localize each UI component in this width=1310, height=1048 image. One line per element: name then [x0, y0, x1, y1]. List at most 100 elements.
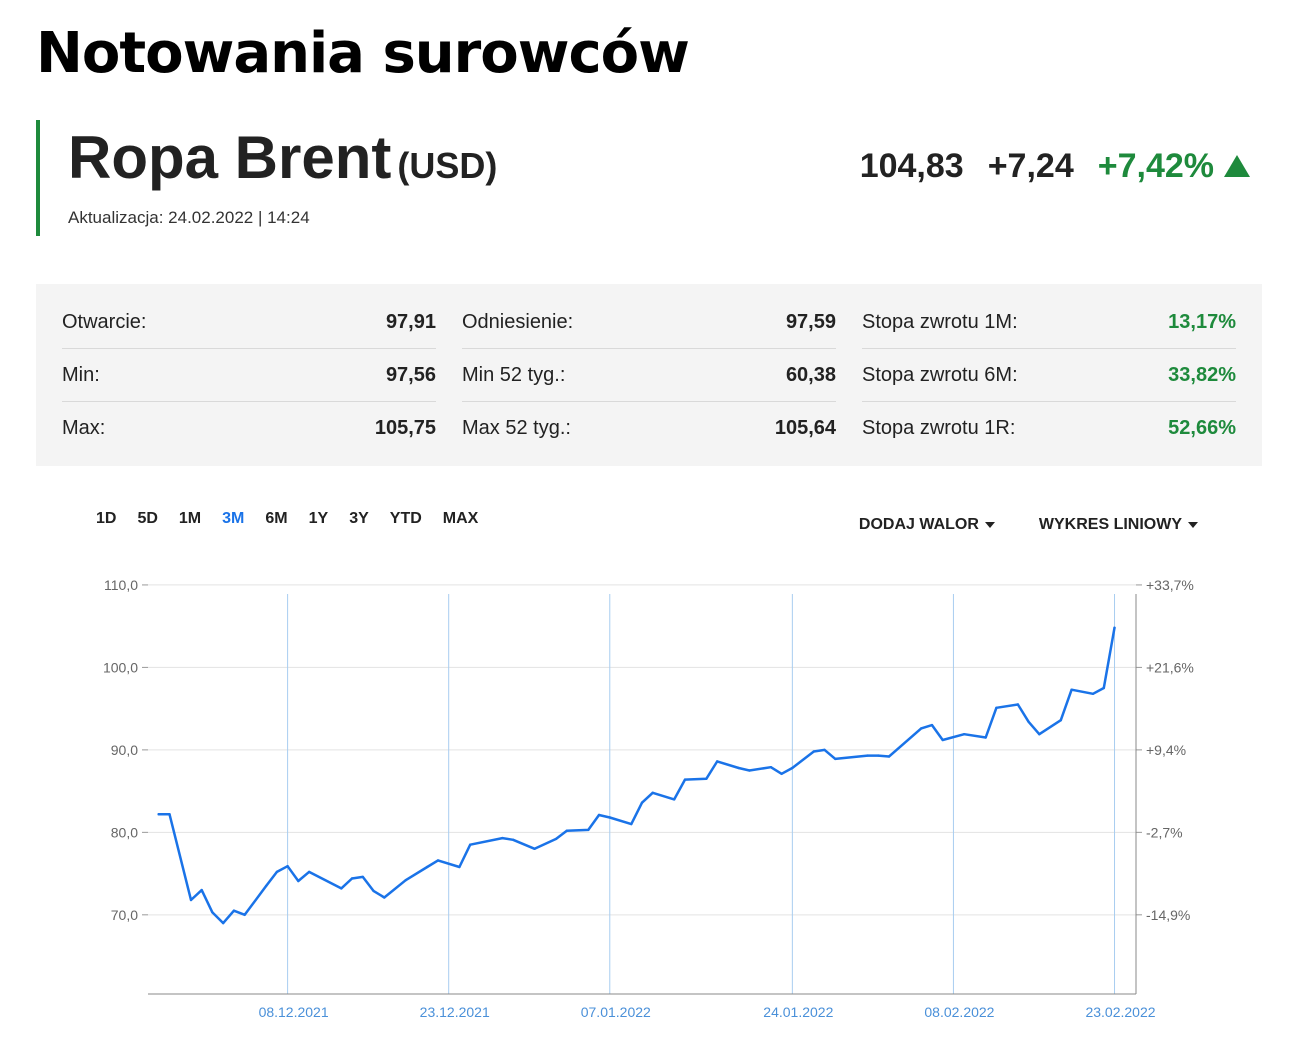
data-point	[887, 755, 891, 758]
y-tick-label: 110,0	[104, 577, 138, 593]
data-point	[673, 798, 676, 801]
range-tab-ytd[interactable]: YTD	[389, 510, 422, 527]
price-change-percent: +7,42%	[1098, 144, 1250, 188]
data-point	[930, 723, 934, 727]
y2-tick-label: +21,6%	[1146, 659, 1194, 675]
chart-type-dropdown[interactable]: WYKRES LINIOWY	[1039, 516, 1198, 534]
x-tick-label: 07.01.2022	[581, 1004, 651, 1020]
data-point	[866, 754, 869, 757]
caret-down-icon	[1188, 522, 1198, 528]
data-point	[780, 772, 783, 775]
stats-panel: Otwarcie: 97,91 Min: 97,56 Max: 105,75 O…	[36, 284, 1262, 466]
data-point	[716, 760, 719, 763]
data-point	[651, 791, 654, 794]
data-point	[189, 898, 193, 902]
range-tab-1d[interactable]: 1D	[96, 510, 117, 527]
chart-type-label: WYKRES LINIOWY	[1038, 516, 1182, 533]
y2-tick-label: +33,7%	[1146, 577, 1194, 593]
data-point	[995, 706, 998, 709]
data-point	[232, 909, 236, 912]
stats-label: Max 52 tyg.:	[462, 416, 571, 439]
range-tab-1m[interactable]: 1M	[178, 510, 202, 527]
data-point	[834, 757, 837, 761]
add-instrument-label: DODAJ WALOR	[858, 516, 979, 533]
data-point	[458, 865, 461, 869]
stats-label: Stopa zwrotu 1M:	[862, 310, 1018, 333]
stats-row: Otwarcie: 97,91	[62, 296, 436, 349]
price-change-percent-value: +7,42%	[1097, 147, 1214, 185]
range-tab-1y[interactable]: 1Y	[308, 510, 329, 527]
stats-label: Otwarcie:	[62, 310, 147, 333]
quote-header: Ropa Brent (USD) Aktualizacja: 24.02.2022…	[36, 120, 1270, 236]
range-tab-5d[interactable]: 5D	[137, 510, 158, 527]
data-point	[243, 913, 246, 916]
stats-label: Max:	[62, 416, 106, 439]
data-point	[920, 727, 923, 730]
stats-column-1: Otwarcie: 97,91 Min: 97,56 Max: 105,75	[62, 296, 436, 454]
data-point	[1016, 703, 1020, 706]
range-tab-6m[interactable]: 6M	[265, 510, 288, 527]
range-tab-max[interactable]: MAX	[442, 510, 479, 527]
data-point	[554, 837, 558, 841]
data-point	[404, 879, 407, 882]
data-point	[565, 829, 568, 832]
price-block: 104,83 +7,24 +7,42%	[860, 144, 1250, 188]
data-point	[984, 736, 987, 739]
data-point	[340, 887, 343, 890]
range-tabs: 1D 5D 1M 3M 6M 1Y 3Y YTD MAX	[96, 510, 499, 528]
stats-label: Stopa zwrotu 1R:	[862, 416, 1016, 439]
data-point	[748, 769, 751, 772]
data-point	[1059, 719, 1063, 722]
range-tab-3m[interactable]: 3M	[222, 510, 245, 527]
stats-row: Min: 97,56	[62, 349, 436, 402]
data-point	[157, 813, 160, 816]
stats-row: Max: 105,75	[62, 402, 436, 454]
price-last: 104,83	[859, 147, 964, 185]
data-point	[630, 822, 633, 826]
instrument-name: Ropa Brent (USD)	[68, 122, 497, 202]
update-timestamp: Aktualizacja: 24.02.2022 | 14:24	[68, 208, 310, 227]
arrow-up-icon	[1224, 155, 1250, 177]
data-point	[286, 865, 289, 868]
x-tick-label: 23.12.2021	[420, 1004, 490, 1020]
chart-controls: DODAJ WALOR WYKRES LINIOWY	[859, 516, 1198, 534]
y2-tick-label: -14,9%	[1146, 907, 1190, 923]
stats-row: Stopa zwrotu 6M: 33,82%	[862, 349, 1236, 402]
data-point	[1038, 733, 1041, 736]
stats-value: 52,66%	[1168, 416, 1236, 439]
data-point	[1113, 626, 1116, 629]
data-point	[200, 888, 203, 892]
data-point	[264, 884, 268, 888]
data-point	[705, 777, 708, 780]
stats-label: Odniesienie:	[462, 310, 574, 333]
x-tick-label: 08.12.2021	[259, 1004, 329, 1020]
stats-row: Max 52 tyg.: 105,64	[462, 402, 836, 454]
y-tick-label: 80,0	[111, 824, 138, 840]
page-title: Notowania surowców	[36, 21, 690, 86]
data-point	[383, 896, 386, 899]
data-point	[307, 870, 311, 874]
data-point	[297, 879, 300, 883]
stats-value: 97,91	[385, 310, 436, 333]
stats-value: 33,82%	[1168, 363, 1236, 386]
instrument-name-text: Ropa Brent	[68, 124, 392, 191]
price-series-line	[157, 626, 1116, 925]
data-point	[1027, 720, 1030, 723]
stats-row: Odniesienie: 97,59	[462, 296, 836, 349]
stats-value: 60,38	[785, 363, 836, 386]
stats-value: 97,59	[785, 310, 836, 333]
data-point	[426, 865, 429, 869]
y-tick-label: 90,0	[111, 742, 138, 758]
add-instrument-dropdown[interactable]: DODAJ WALOR	[859, 516, 995, 534]
stats-row: Min 52 tyg.: 60,38	[462, 349, 836, 402]
data-point	[737, 766, 740, 770]
stats-row: Stopa zwrotu 1R: 52,66%	[862, 402, 1236, 454]
data-point	[608, 816, 611, 819]
stats-label: Stopa zwrotu 6M:	[862, 363, 1018, 386]
data-point	[222, 921, 225, 925]
x-tick-label: 24.01.2022	[763, 1004, 833, 1020]
data-point	[275, 870, 279, 874]
stats-row: Stopa zwrotu 1M: 13,17%	[862, 296, 1236, 349]
range-tab-3y[interactable]: 3Y	[349, 510, 369, 527]
